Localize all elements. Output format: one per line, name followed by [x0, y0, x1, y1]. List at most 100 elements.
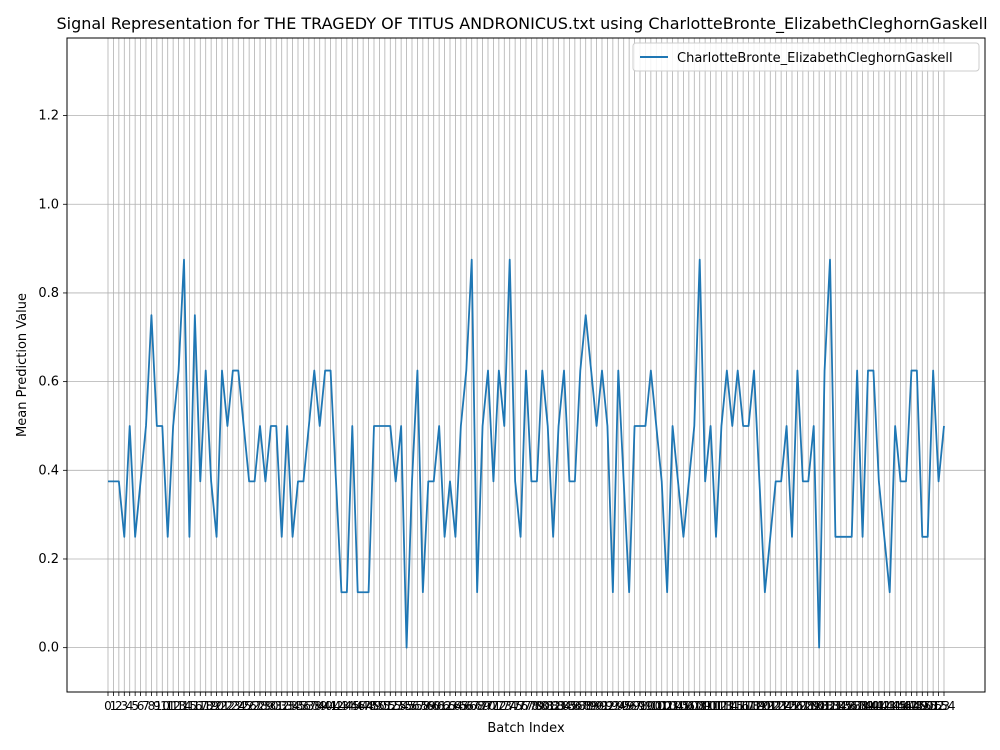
- chart-title: Signal Representation for THE TRAGEDY OF…: [56, 14, 987, 34]
- x-tick-label: 50: [372, 699, 387, 713]
- x-tick-label: 47: [356, 699, 371, 713]
- x-tick-label: 72: [491, 699, 506, 713]
- x-tick-label: 31: [269, 699, 284, 713]
- x-tick-label: 14: [176, 699, 191, 713]
- y-axis-ticks: 0.0 0.2 0.4 0.6 0.8 1.0 1.2: [38, 109, 67, 656]
- x-tick-label: 120: [748, 699, 771, 713]
- x-tick-label: 78: [524, 699, 539, 713]
- x-tick-label: 27: [247, 699, 262, 713]
- x-tick-label: 5: [131, 699, 139, 713]
- x-tick-label: 48: [361, 699, 376, 713]
- x-tick-label: 146: [889, 699, 912, 713]
- x-tick-label: 76: [513, 699, 528, 713]
- x-tick-label: 89: [584, 699, 599, 713]
- x-tick-label: 22: [220, 699, 235, 713]
- x-tick-label: 116: [726, 699, 749, 713]
- x-tick-label: 79: [529, 699, 544, 713]
- x-tick-label: 32: [274, 699, 289, 713]
- x-tick-label: 106: [672, 699, 695, 713]
- x-tick-label: 53: [388, 699, 403, 713]
- x-tick-label: 65: [453, 699, 468, 713]
- x-tick-label: 107: [677, 699, 700, 713]
- x-tick-label: 39: [312, 699, 327, 713]
- x-tick-label: 16: [187, 699, 202, 713]
- x-tick-label: 26: [242, 699, 257, 713]
- x-tick-label: 100: [639, 699, 662, 713]
- x-axis-label: Batch Index: [487, 721, 565, 736]
- x-tick-label: 29: [258, 699, 273, 713]
- x-tick-label: 80: [535, 699, 550, 713]
- y-tick-label: 1.2: [38, 109, 59, 124]
- x-tick-label: 148: [900, 699, 923, 713]
- x-tick-label: 34: [285, 699, 300, 713]
- legend-box: [632, 42, 980, 72]
- x-tick-label: 111: [699, 699, 722, 713]
- x-tick-label: 28: [252, 699, 267, 713]
- y-axis-label: Mean Prediction Value: [15, 293, 30, 437]
- y-tick-label: 0.0: [38, 641, 59, 656]
- x-tick-label: 136: [835, 699, 858, 713]
- x-tick-label: 86: [567, 699, 582, 713]
- x-tick-label: 9: [153, 699, 161, 713]
- x-tick-label: 43: [334, 699, 349, 713]
- y-tick-label: 0.2: [38, 552, 59, 567]
- x-tick-label: 21: [214, 699, 229, 713]
- x-tick-label: 98: [632, 699, 647, 713]
- x-tick-label: 94: [611, 699, 626, 713]
- x-tick-label: 117: [732, 699, 755, 713]
- x-tick-label: 105: [667, 699, 690, 713]
- x-tick-label: 52: [383, 699, 398, 713]
- x-tick-label: 37: [301, 699, 316, 713]
- x-tick-label: 36: [296, 699, 311, 713]
- x-tick-label: 66: [459, 699, 474, 713]
- x-tick-label: 152: [922, 699, 945, 713]
- x-tick-label: 25: [236, 699, 251, 713]
- x-tick-label: 95: [616, 699, 631, 713]
- x-tick-label: 129: [797, 699, 820, 713]
- x-tick-label: 6: [137, 699, 145, 713]
- x-tick-label: 70: [480, 699, 495, 713]
- x-tick-label: 127: [786, 699, 809, 713]
- x-tick-label: 132: [813, 699, 836, 713]
- x-tick-label: 71: [486, 699, 501, 713]
- x-tick-label: 38: [307, 699, 322, 713]
- x-tick-label: 51: [377, 699, 392, 713]
- x-tick-label: 56: [404, 699, 419, 713]
- y-tick-label: 0.4: [38, 463, 59, 478]
- x-tick-label: 54: [394, 699, 409, 713]
- x-tick-label: 0: [104, 699, 112, 713]
- x-gridlines: [107, 38, 945, 692]
- x-tick-label: 84: [556, 699, 571, 713]
- x-tick-label: 30: [263, 699, 278, 713]
- x-tick-label: 2: [115, 699, 123, 713]
- x-tick-label: 63: [442, 699, 457, 713]
- x-tick-label: 46: [350, 699, 365, 713]
- x-tick-label: 64: [448, 699, 463, 713]
- x-tick-label: 145: [884, 699, 907, 713]
- x-tick-label: 19: [204, 699, 219, 713]
- x-tick-label: 41: [323, 699, 338, 713]
- x-tick-label: 58: [415, 699, 430, 713]
- x-axis-ticks: 0123456789101112131415161718192021222324…: [104, 692, 955, 713]
- x-tick-label: 144: [878, 699, 901, 713]
- x-tick-label: 115: [721, 699, 744, 713]
- y-tick-label: 1.0: [38, 197, 59, 212]
- x-tick-label: 69: [475, 699, 490, 713]
- x-tick-label: 1: [110, 699, 118, 713]
- x-tick-label: 24: [231, 699, 246, 713]
- x-tick-label: 11: [160, 699, 175, 713]
- x-tick-label: 142: [867, 699, 890, 713]
- x-tick-label: 124: [770, 699, 793, 713]
- x-tick-label: 128: [791, 699, 814, 713]
- x-tick-label: 131: [808, 699, 831, 713]
- x-tick-label: 59: [421, 699, 436, 713]
- x-tick-label: 102: [650, 699, 673, 713]
- x-tick-label: 147: [895, 699, 918, 713]
- x-tick-label: 75: [508, 699, 523, 713]
- x-tick-label: 140: [857, 699, 880, 713]
- x-tick-label: 149: [905, 699, 928, 713]
- y-tick-label: 0.8: [38, 286, 59, 301]
- x-tick-label: 81: [540, 699, 555, 713]
- x-tick-label: 153: [927, 699, 950, 713]
